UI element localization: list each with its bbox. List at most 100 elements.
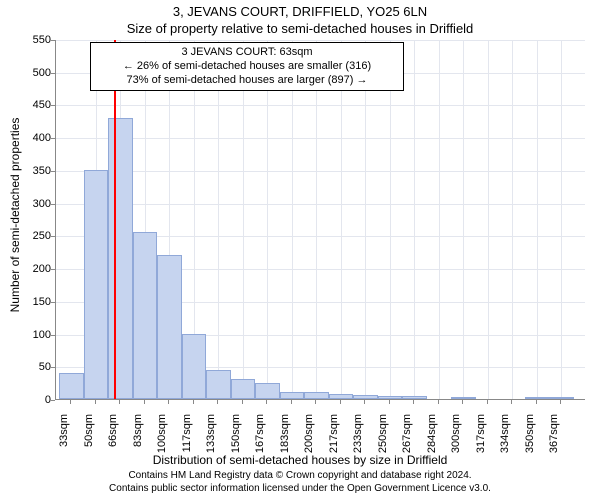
y-tick-label: 200 bbox=[11, 263, 51, 275]
chart-title: 3, JEVANS COURT, DRIFFIELD, YO25 6LN bbox=[0, 4, 600, 19]
gridline-h bbox=[56, 204, 585, 205]
x-tick-mark bbox=[340, 400, 341, 404]
x-tick-label: 50sqm bbox=[83, 414, 95, 474]
y-tick-mark bbox=[51, 236, 55, 237]
x-tick-mark bbox=[217, 400, 218, 404]
x-tick-mark bbox=[144, 400, 145, 404]
histogram-bar bbox=[402, 396, 427, 399]
chart-subtitle: Size of property relative to semi-detach… bbox=[0, 21, 600, 36]
y-tick-label: 150 bbox=[11, 296, 51, 308]
x-tick-label: 183sqm bbox=[279, 414, 291, 474]
gridline-v bbox=[488, 40, 489, 399]
histogram-bar bbox=[255, 383, 280, 399]
x-tick-label: 267sqm bbox=[401, 414, 413, 474]
x-tick-mark bbox=[462, 400, 463, 404]
y-tick-label: 450 bbox=[11, 99, 51, 111]
histogram-bar bbox=[206, 370, 231, 399]
gridline-v bbox=[512, 40, 513, 399]
x-tick-mark bbox=[291, 400, 292, 404]
x-tick-mark bbox=[364, 400, 365, 404]
y-tick-label: 0 bbox=[11, 394, 51, 406]
y-tick-mark bbox=[51, 105, 55, 106]
x-tick-label: 33sqm bbox=[58, 414, 70, 474]
y-tick-mark bbox=[51, 269, 55, 270]
x-tick-label: 100sqm bbox=[156, 414, 168, 474]
x-tick-mark bbox=[438, 400, 439, 404]
y-tick-label: 50 bbox=[11, 361, 51, 373]
histogram-bar bbox=[378, 396, 403, 399]
x-tick-label: 334sqm bbox=[499, 414, 511, 474]
x-tick-mark bbox=[560, 400, 561, 404]
histogram-bar bbox=[108, 118, 133, 399]
gridline-v bbox=[463, 40, 464, 399]
annotation-line-2: ← 26% of semi-detached houses are smalle… bbox=[97, 60, 397, 74]
y-tick-mark bbox=[51, 171, 55, 172]
x-tick-mark bbox=[168, 400, 169, 404]
gridline-v bbox=[267, 40, 268, 399]
x-tick-mark bbox=[70, 400, 71, 404]
y-tick-label: 400 bbox=[11, 132, 51, 144]
gridline-h bbox=[56, 138, 585, 139]
x-tick-label: 217sqm bbox=[328, 414, 340, 474]
y-axis-label: Number of semi-detached properties bbox=[8, 30, 22, 400]
x-tick-label: 350sqm bbox=[524, 414, 536, 474]
x-tick-label: 300sqm bbox=[450, 414, 462, 474]
copyright-line-2: Contains public sector information licen… bbox=[0, 483, 600, 496]
x-tick-label: 200sqm bbox=[303, 414, 315, 474]
histogram-bar bbox=[133, 232, 158, 399]
gridline-h bbox=[56, 40, 585, 41]
x-tick-mark bbox=[95, 400, 96, 404]
histogram-bar bbox=[353, 395, 378, 399]
y-tick-label: 550 bbox=[11, 34, 51, 46]
x-tick-label: 83sqm bbox=[132, 414, 144, 474]
x-tick-mark bbox=[511, 400, 512, 404]
histogram-bar bbox=[280, 392, 305, 399]
gridline-v bbox=[218, 40, 219, 399]
gridline-v bbox=[243, 40, 244, 399]
gridline-v bbox=[537, 40, 538, 399]
y-tick-label: 300 bbox=[11, 198, 51, 210]
x-tick-label: 367sqm bbox=[548, 414, 560, 474]
annotation-line-3: 73% of semi-detached houses are larger (… bbox=[97, 74, 397, 88]
x-tick-label: 117sqm bbox=[181, 414, 193, 474]
x-tick-mark bbox=[119, 400, 120, 404]
y-tick-mark bbox=[51, 302, 55, 303]
y-tick-mark bbox=[51, 73, 55, 74]
y-tick-label: 100 bbox=[11, 329, 51, 341]
y-tick-mark bbox=[51, 138, 55, 139]
y-tick-mark bbox=[51, 367, 55, 368]
gridline-v bbox=[365, 40, 366, 399]
annotation-box: 3 JEVANS COURT: 63sqm ← 26% of semi-deta… bbox=[90, 42, 404, 91]
histogram-bar bbox=[231, 379, 256, 399]
gridline-v bbox=[292, 40, 293, 399]
x-tick-label: 167sqm bbox=[254, 414, 266, 474]
y-tick-mark bbox=[51, 400, 55, 401]
histogram-bar bbox=[451, 397, 476, 399]
marker-line bbox=[114, 40, 116, 399]
annotation-line-1: 3 JEVANS COURT: 63sqm bbox=[97, 46, 397, 60]
x-tick-mark bbox=[315, 400, 316, 404]
x-tick-mark bbox=[413, 400, 414, 404]
x-tick-mark bbox=[242, 400, 243, 404]
x-tick-mark bbox=[487, 400, 488, 404]
x-tick-mark bbox=[266, 400, 267, 404]
histogram-bar bbox=[304, 392, 329, 399]
x-tick-mark bbox=[536, 400, 537, 404]
y-tick-label: 350 bbox=[11, 165, 51, 177]
x-tick-label: 150sqm bbox=[230, 414, 242, 474]
plot-area bbox=[55, 40, 585, 400]
y-tick-mark bbox=[51, 40, 55, 41]
gridline-v bbox=[561, 40, 562, 399]
histogram-bar bbox=[329, 394, 354, 399]
gridline-v bbox=[316, 40, 317, 399]
x-tick-mark bbox=[193, 400, 194, 404]
histogram-bar bbox=[84, 170, 109, 399]
y-tick-label: 500 bbox=[11, 67, 51, 79]
x-tick-label: 250sqm bbox=[377, 414, 389, 474]
gridline-v bbox=[414, 40, 415, 399]
x-tick-label: 317sqm bbox=[475, 414, 487, 474]
y-tick-mark bbox=[51, 335, 55, 336]
histogram-bar bbox=[525, 397, 550, 399]
gridline-v bbox=[341, 40, 342, 399]
x-tick-label: 133sqm bbox=[205, 414, 217, 474]
